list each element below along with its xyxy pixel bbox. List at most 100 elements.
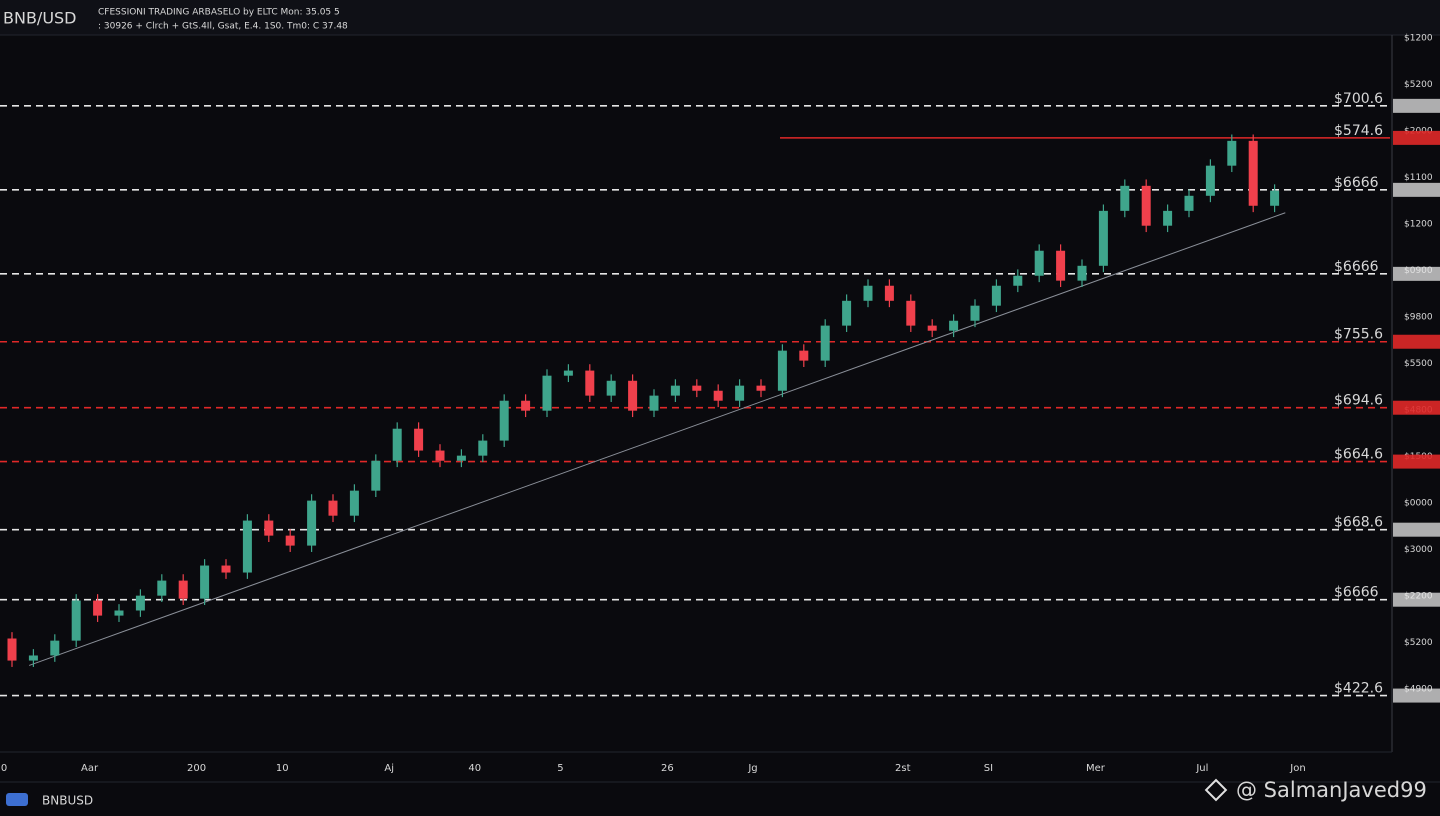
- x-tick-label: Jon: [1289, 763, 1305, 774]
- header-bar: [0, 0, 1440, 35]
- level-label: $6666: [1334, 585, 1379, 601]
- candle-body: [499, 400, 509, 441]
- candle-body: [777, 350, 787, 391]
- x-tick-label: Mer: [1086, 763, 1106, 774]
- candle-body: [970, 305, 980, 321]
- candle-body: [735, 385, 745, 401]
- x-tick-label: 40: [468, 763, 481, 774]
- candle-body: [713, 390, 723, 401]
- price-axis-label: $5200: [1404, 638, 1433, 648]
- x-tick-label: 2st: [895, 763, 911, 774]
- x-tick-label: 26: [661, 763, 674, 774]
- candle-body: [1077, 265, 1087, 281]
- candle-body: [28, 655, 38, 661]
- info-line: CFESSIONI TRADING ARBASELO by ELTC Mon: …: [98, 8, 340, 18]
- candle-body: [307, 500, 317, 546]
- x-tick-label: 10: [276, 763, 289, 774]
- candle-body: [649, 395, 659, 411]
- level-label: $422.6: [1334, 681, 1383, 697]
- level-label: $668.6: [1334, 515, 1383, 531]
- watermark: @ SalmanJaved99: [1236, 778, 1427, 802]
- x-tick-label: 200: [187, 763, 206, 774]
- level-label: $6666: [1334, 259, 1379, 275]
- price-axis-label: $5200: [1404, 80, 1433, 90]
- x-tick-label: 0: [1, 763, 7, 774]
- candle-body: [1120, 185, 1130, 211]
- price-tag: [1393, 592, 1440, 607]
- candle-body: [50, 640, 60, 656]
- price-tag: [1393, 688, 1440, 703]
- candle-body: [927, 325, 937, 331]
- candle-body: [1205, 165, 1215, 196]
- candle-body: [1248, 140, 1258, 206]
- candle-body: [264, 520, 274, 536]
- level-label: $664.6: [1334, 447, 1383, 463]
- price-axis-label: $9800: [1404, 313, 1433, 323]
- price-tag: [1393, 400, 1440, 415]
- candle-body: [200, 565, 210, 599]
- x-tick-label: Aar: [81, 763, 99, 774]
- candle-body: [328, 500, 338, 516]
- price-tag: [1393, 522, 1440, 537]
- candle-body: [285, 535, 295, 546]
- price-tag: [1393, 98, 1440, 113]
- candle-body: [414, 428, 424, 451]
- candle-body: [991, 285, 1001, 306]
- candle-body: [435, 450, 445, 461]
- candle-body: [756, 385, 766, 391]
- info-line: : 30926 + Clrch + GtS.4Il, Gsat, E.4. 1S…: [98, 22, 348, 32]
- candle-body: [585, 370, 595, 396]
- candle-body: [884, 285, 894, 301]
- level-label: $755.6: [1334, 327, 1383, 343]
- candle-body: [563, 370, 573, 376]
- price-tag: [1393, 454, 1440, 469]
- candle-body: [114, 610, 124, 616]
- candle-body: [1034, 250, 1044, 276]
- candle-body: [71, 600, 81, 641]
- price-tag: [1393, 182, 1440, 197]
- price-axis-label: $5500: [1404, 359, 1433, 369]
- candle-body: [93, 600, 103, 616]
- candle-body: [692, 385, 702, 391]
- candle-body: [1163, 210, 1173, 226]
- candle-body: [178, 580, 188, 599]
- price-tag: [1393, 266, 1440, 281]
- candle-body: [863, 285, 873, 301]
- trendline: [28, 212, 1286, 666]
- candle-body: [157, 580, 167, 596]
- price-tag: [1393, 130, 1440, 145]
- level-label: $6666: [1334, 175, 1379, 191]
- price-axis-label: $3000: [1404, 545, 1433, 555]
- candle-body: [7, 638, 17, 661]
- candle-body: [906, 300, 916, 326]
- candle-body: [1098, 210, 1108, 266]
- price-axis-label: $1200: [1404, 220, 1433, 230]
- price-axis-label: $1200: [1404, 34, 1433, 44]
- symbol: BNB/USD: [3, 9, 77, 28]
- level-label: $700.6: [1334, 91, 1383, 107]
- candle-body: [1227, 140, 1237, 166]
- x-tick-label: Jg: [747, 763, 757, 774]
- candle-body: [135, 595, 145, 611]
- candle-body: [242, 520, 252, 573]
- price-axis-label: $1100: [1404, 173, 1433, 183]
- footer-symbol[interactable]: BNBUSD: [42, 794, 93, 808]
- candle-body: [521, 400, 531, 411]
- candle-body: [542, 375, 552, 411]
- candle-body: [949, 320, 959, 331]
- symbol-icon: [6, 793, 28, 806]
- candle-body: [628, 380, 638, 411]
- x-tick-label: 5: [557, 763, 563, 774]
- candle-body: [221, 565, 231, 573]
- candle-body: [349, 490, 359, 516]
- candle-body: [1184, 195, 1194, 211]
- x-tick-label: Aj: [384, 763, 394, 774]
- x-tick-label: Jul: [1195, 763, 1208, 774]
- candle-body: [820, 325, 830, 361]
- candle-body: [478, 440, 488, 456]
- candle-body: [1056, 250, 1066, 281]
- candle-body: [456, 455, 466, 461]
- price-tag: [1393, 334, 1440, 349]
